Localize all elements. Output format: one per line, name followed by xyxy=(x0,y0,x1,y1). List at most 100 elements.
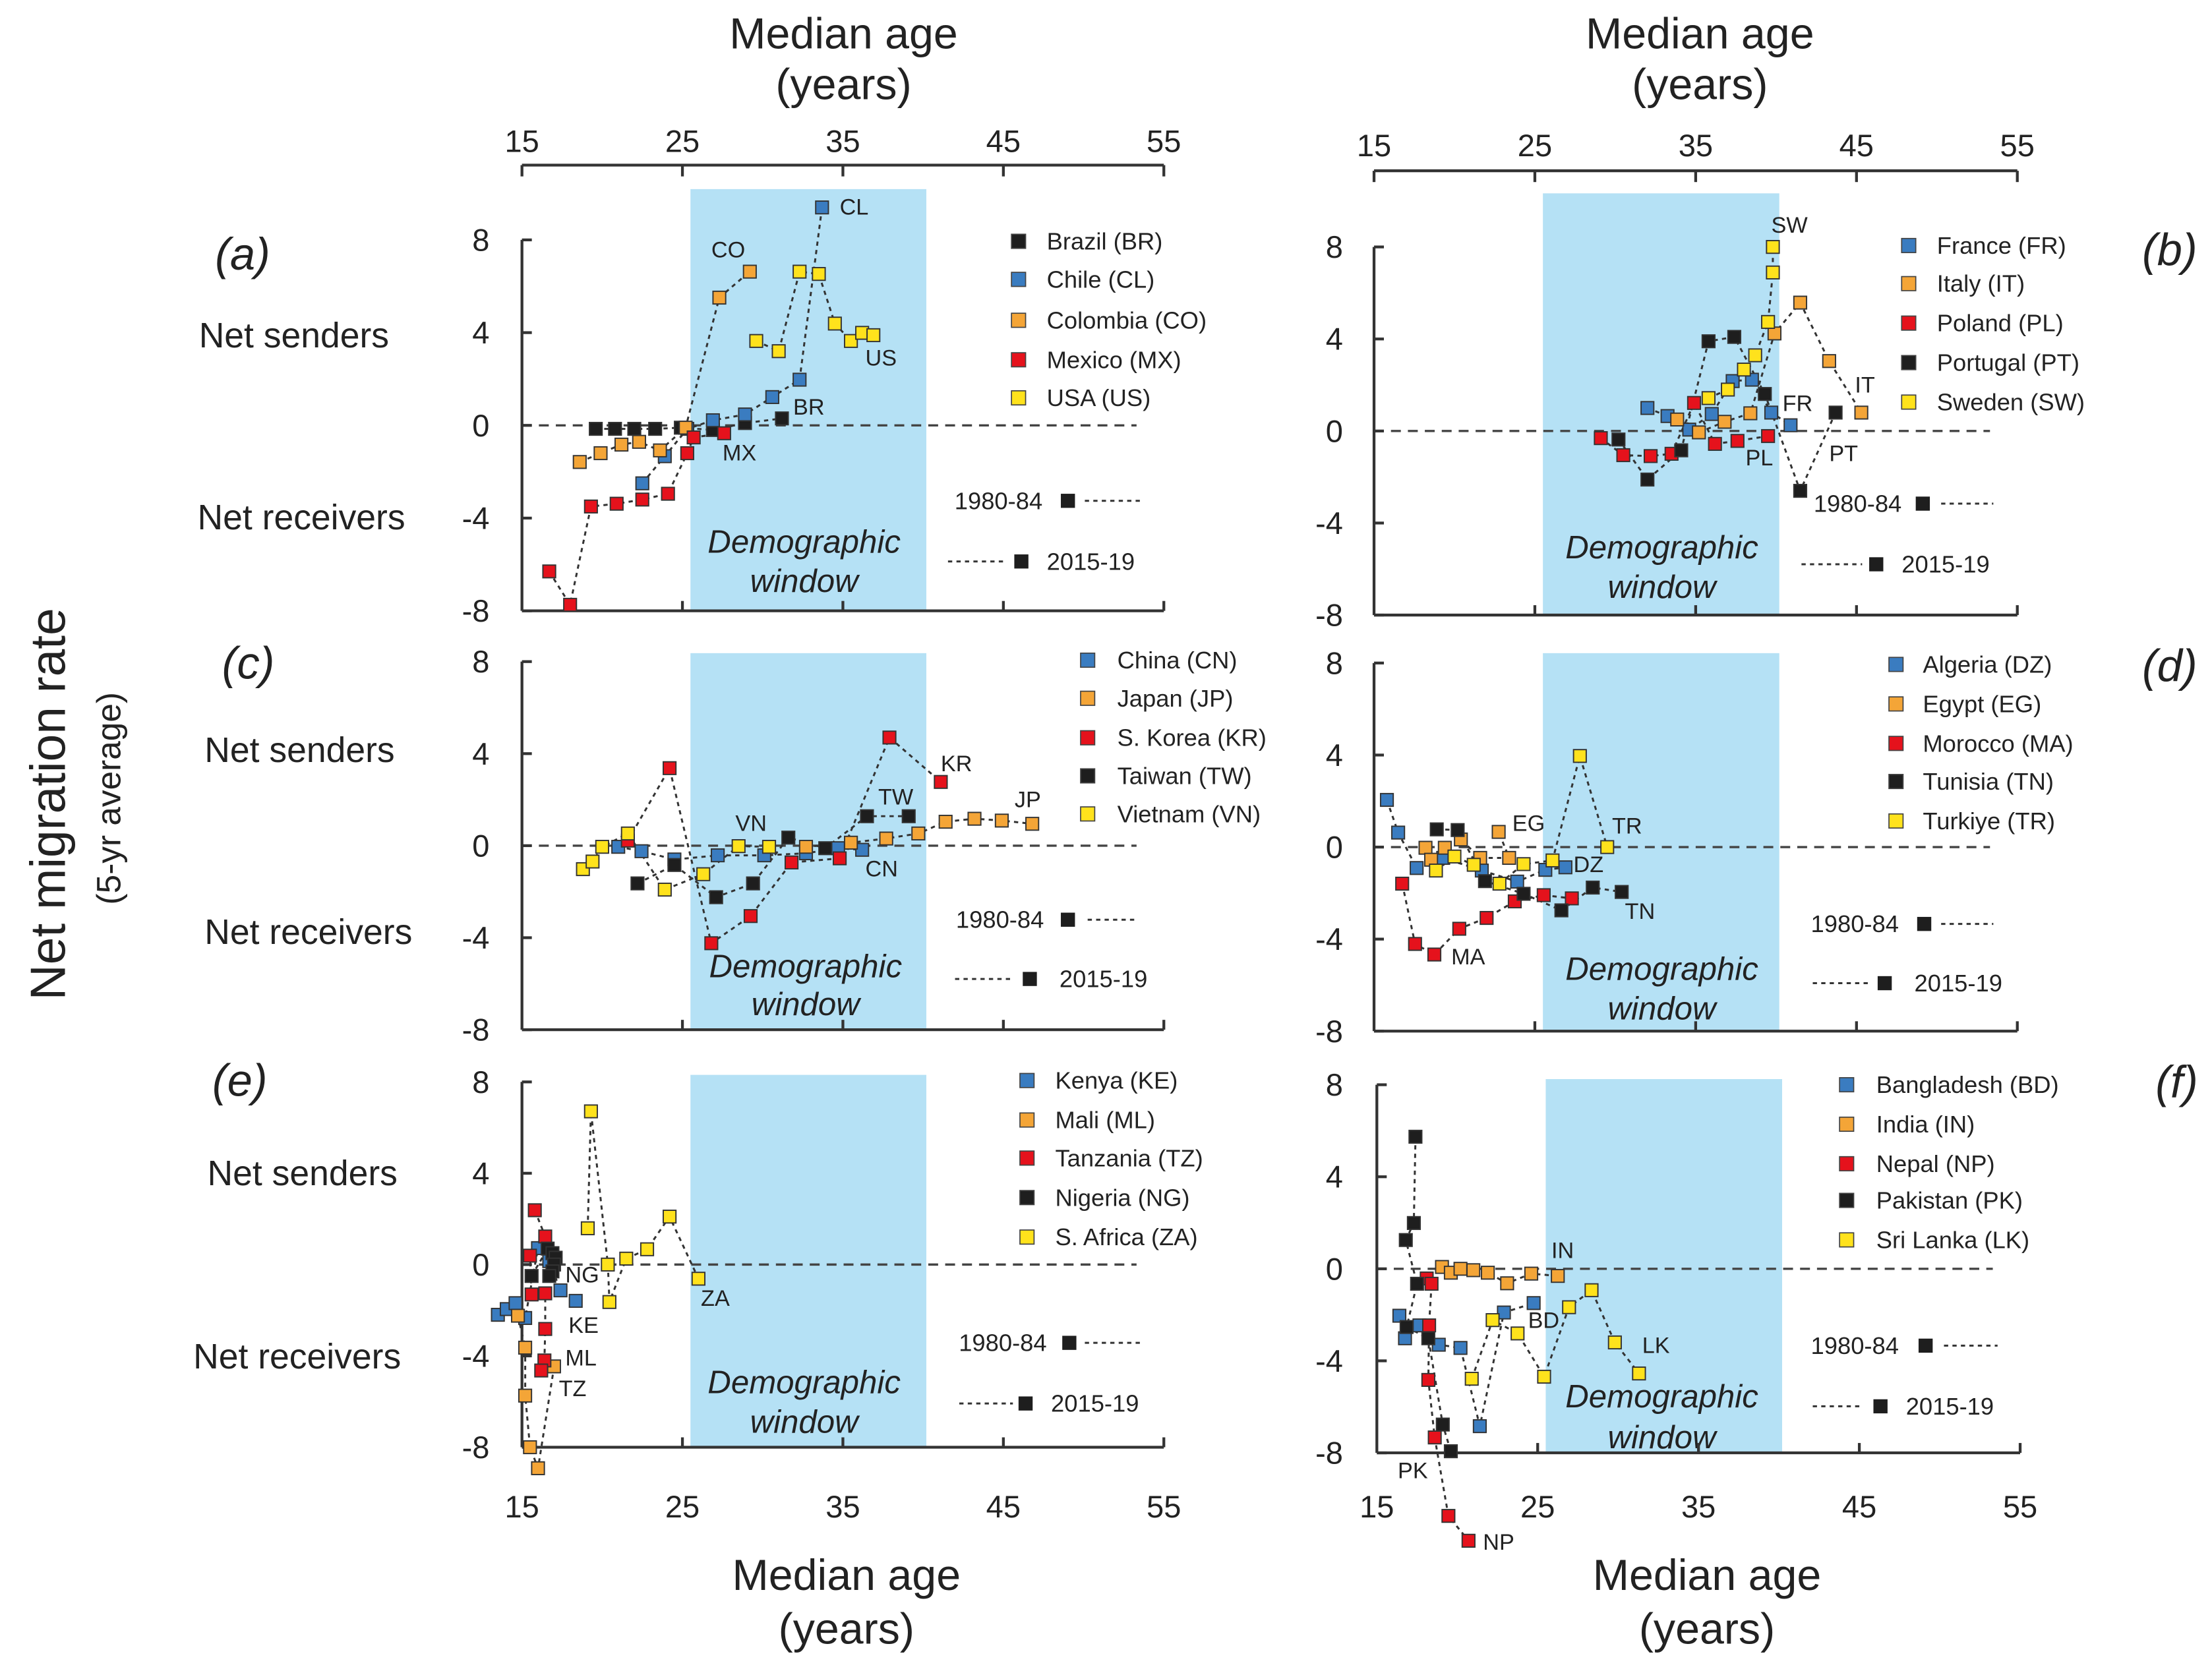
point-TN-3 xyxy=(1516,887,1531,901)
point-TZ-2 xyxy=(523,1248,537,1263)
point-US-5 xyxy=(844,334,858,348)
point-IN-4 xyxy=(1481,1266,1495,1280)
point-JP-4 xyxy=(938,815,953,829)
y-tick-label: 0 xyxy=(472,408,489,443)
y-axis: 8 4 0 -4 -8 xyxy=(1315,229,1385,633)
period-end-label: 2015-19 xyxy=(1051,1390,1139,1417)
legend: France (FR) Italy (IT) Poland (PL) Portugal… xyxy=(1901,232,2085,415)
point-PT-6 xyxy=(1793,484,1808,498)
x-tick-label: 45 xyxy=(986,124,1021,159)
period-legend: 1980-84 2015-19 xyxy=(1811,1332,1998,1420)
x-tick-label: 15 xyxy=(504,1489,539,1524)
series-PK xyxy=(1398,1129,1458,1459)
y-tick-label: -8 xyxy=(1315,598,1343,633)
point-SW-5 xyxy=(1766,265,1780,279)
y-tick-label: 4 xyxy=(472,315,489,350)
x-tick-label: 35 xyxy=(1681,1489,1716,1524)
point-TW-6 xyxy=(860,809,874,823)
code-label-TN: TN xyxy=(1625,899,1656,924)
code-label-CO: CO xyxy=(711,237,745,262)
point-BD-5 xyxy=(1472,1419,1487,1434)
legend-item-ZA: S. Africa (ZA) xyxy=(1019,1223,1198,1250)
period-legend: 1980-84 2015-19 xyxy=(947,487,1140,575)
legend-swatch xyxy=(1080,652,1096,668)
point-LK-1 xyxy=(1485,1313,1500,1328)
point-TN-0 xyxy=(1429,822,1444,836)
point-US-4 xyxy=(827,316,842,331)
point-JP-7 xyxy=(1025,817,1040,831)
point-VN-3 xyxy=(620,826,635,841)
legend-item-CL: Chile (CL) xyxy=(1011,266,1154,293)
x-axis-subtitle: (years) xyxy=(775,61,911,109)
period-start-label: 1980-84 xyxy=(1811,1332,1899,1359)
point-JP-3 xyxy=(911,826,926,841)
legend-item-KR: S. Korea (KR) xyxy=(1080,724,1267,751)
legend-swatch xyxy=(1019,1190,1035,1206)
point-TN-5 xyxy=(1586,880,1600,895)
point-BR-7 xyxy=(775,411,789,426)
point-BR-3 xyxy=(648,421,663,436)
point-TR-2 xyxy=(1466,858,1481,872)
point-PT-7 xyxy=(1828,405,1843,420)
legend-swatch xyxy=(1080,768,1096,784)
point-IT-4 xyxy=(1767,326,1781,341)
period-legend: 1980-84 2015-19 xyxy=(959,1330,1140,1417)
y-tick-label: 4 xyxy=(1326,738,1343,773)
code-label-MA: MA xyxy=(1451,945,1485,970)
legend-label: Turkiye (TR) xyxy=(1923,807,2055,835)
point-PL-6 xyxy=(1730,434,1745,448)
point-MX-2 xyxy=(583,499,598,514)
series-ZA-path xyxy=(586,1111,700,1303)
point-NG-6 xyxy=(542,1269,556,1283)
point-NP-6 xyxy=(1461,1533,1476,1548)
legend-label: Kenya (KE) xyxy=(1055,1067,1178,1094)
legend-item-SW: Sweden (SW) xyxy=(1901,388,2085,415)
point-IN-5 xyxy=(1500,1276,1514,1291)
legend-label: Chile (CL) xyxy=(1047,266,1155,293)
x-tick-label: 45 xyxy=(986,1489,1021,1524)
series-TN xyxy=(1429,822,1629,918)
legend-item-MX: Mexico (MX) xyxy=(1011,346,1181,373)
legend-label: Colombia (CO) xyxy=(1047,307,1207,334)
legend-swatch xyxy=(1839,1156,1855,1171)
code-label-KR: KR xyxy=(941,751,972,777)
point-KR-5 xyxy=(832,851,847,866)
point-LK-3 xyxy=(1537,1369,1551,1384)
series-CO xyxy=(572,264,757,469)
legend-label: Pakistan (PK) xyxy=(1876,1187,2023,1214)
point-TR-6 xyxy=(1572,749,1587,763)
y-tick-label: 4 xyxy=(472,736,489,771)
demographic-window xyxy=(690,189,927,611)
period-end-marker xyxy=(1014,554,1029,569)
period-legend: 1980-84 2015-19 xyxy=(1801,490,1994,578)
legend-label: Nigeria (NG) xyxy=(1055,1184,1189,1211)
legend: Brazil (BR) Chile (CL) Colombia (CO) Mexico… xyxy=(1011,228,1207,411)
point-PL-4 xyxy=(1687,396,1702,410)
period-start-marker xyxy=(1917,916,1932,931)
point-KR-4 xyxy=(784,855,799,869)
point-FR-0 xyxy=(1640,401,1655,415)
y-tick-label: 8 xyxy=(472,644,489,679)
period-end-marker xyxy=(1873,1399,1888,1414)
point-PL-2 xyxy=(1643,449,1658,463)
demographic-window xyxy=(1543,193,1779,616)
legend-label: Morocco (MA) xyxy=(1923,730,2073,757)
legend-item-PL: Poland (PL) xyxy=(1901,310,2064,337)
y-tick-label: 8 xyxy=(1326,1067,1343,1102)
x-axis-bottom xyxy=(1374,605,2019,617)
legend-label: India (IN) xyxy=(1876,1111,1975,1138)
code-label-EG: EG xyxy=(1512,811,1545,836)
legend-label: Japan (JP) xyxy=(1118,685,1234,712)
y-axis-title: Net migration rate xyxy=(20,608,76,1000)
point-PK-2 xyxy=(1398,1233,1413,1247)
point-ZA-6 xyxy=(663,1210,677,1224)
point-US-3 xyxy=(812,267,826,281)
legend: Algeria (DZ) Egypt (EG) Morocco (MA) Tunisi… xyxy=(1888,651,2074,835)
point-TR-5 xyxy=(1545,853,1560,867)
legend-item-LK: Sri Lanka (LK) xyxy=(1839,1226,2029,1253)
point-PT-3 xyxy=(1701,334,1716,349)
legend-swatch xyxy=(1901,355,1917,370)
point-MA-2 xyxy=(1427,947,1442,962)
demographic-window xyxy=(1545,1079,1782,1453)
x-tick-label: 35 xyxy=(825,1489,860,1524)
